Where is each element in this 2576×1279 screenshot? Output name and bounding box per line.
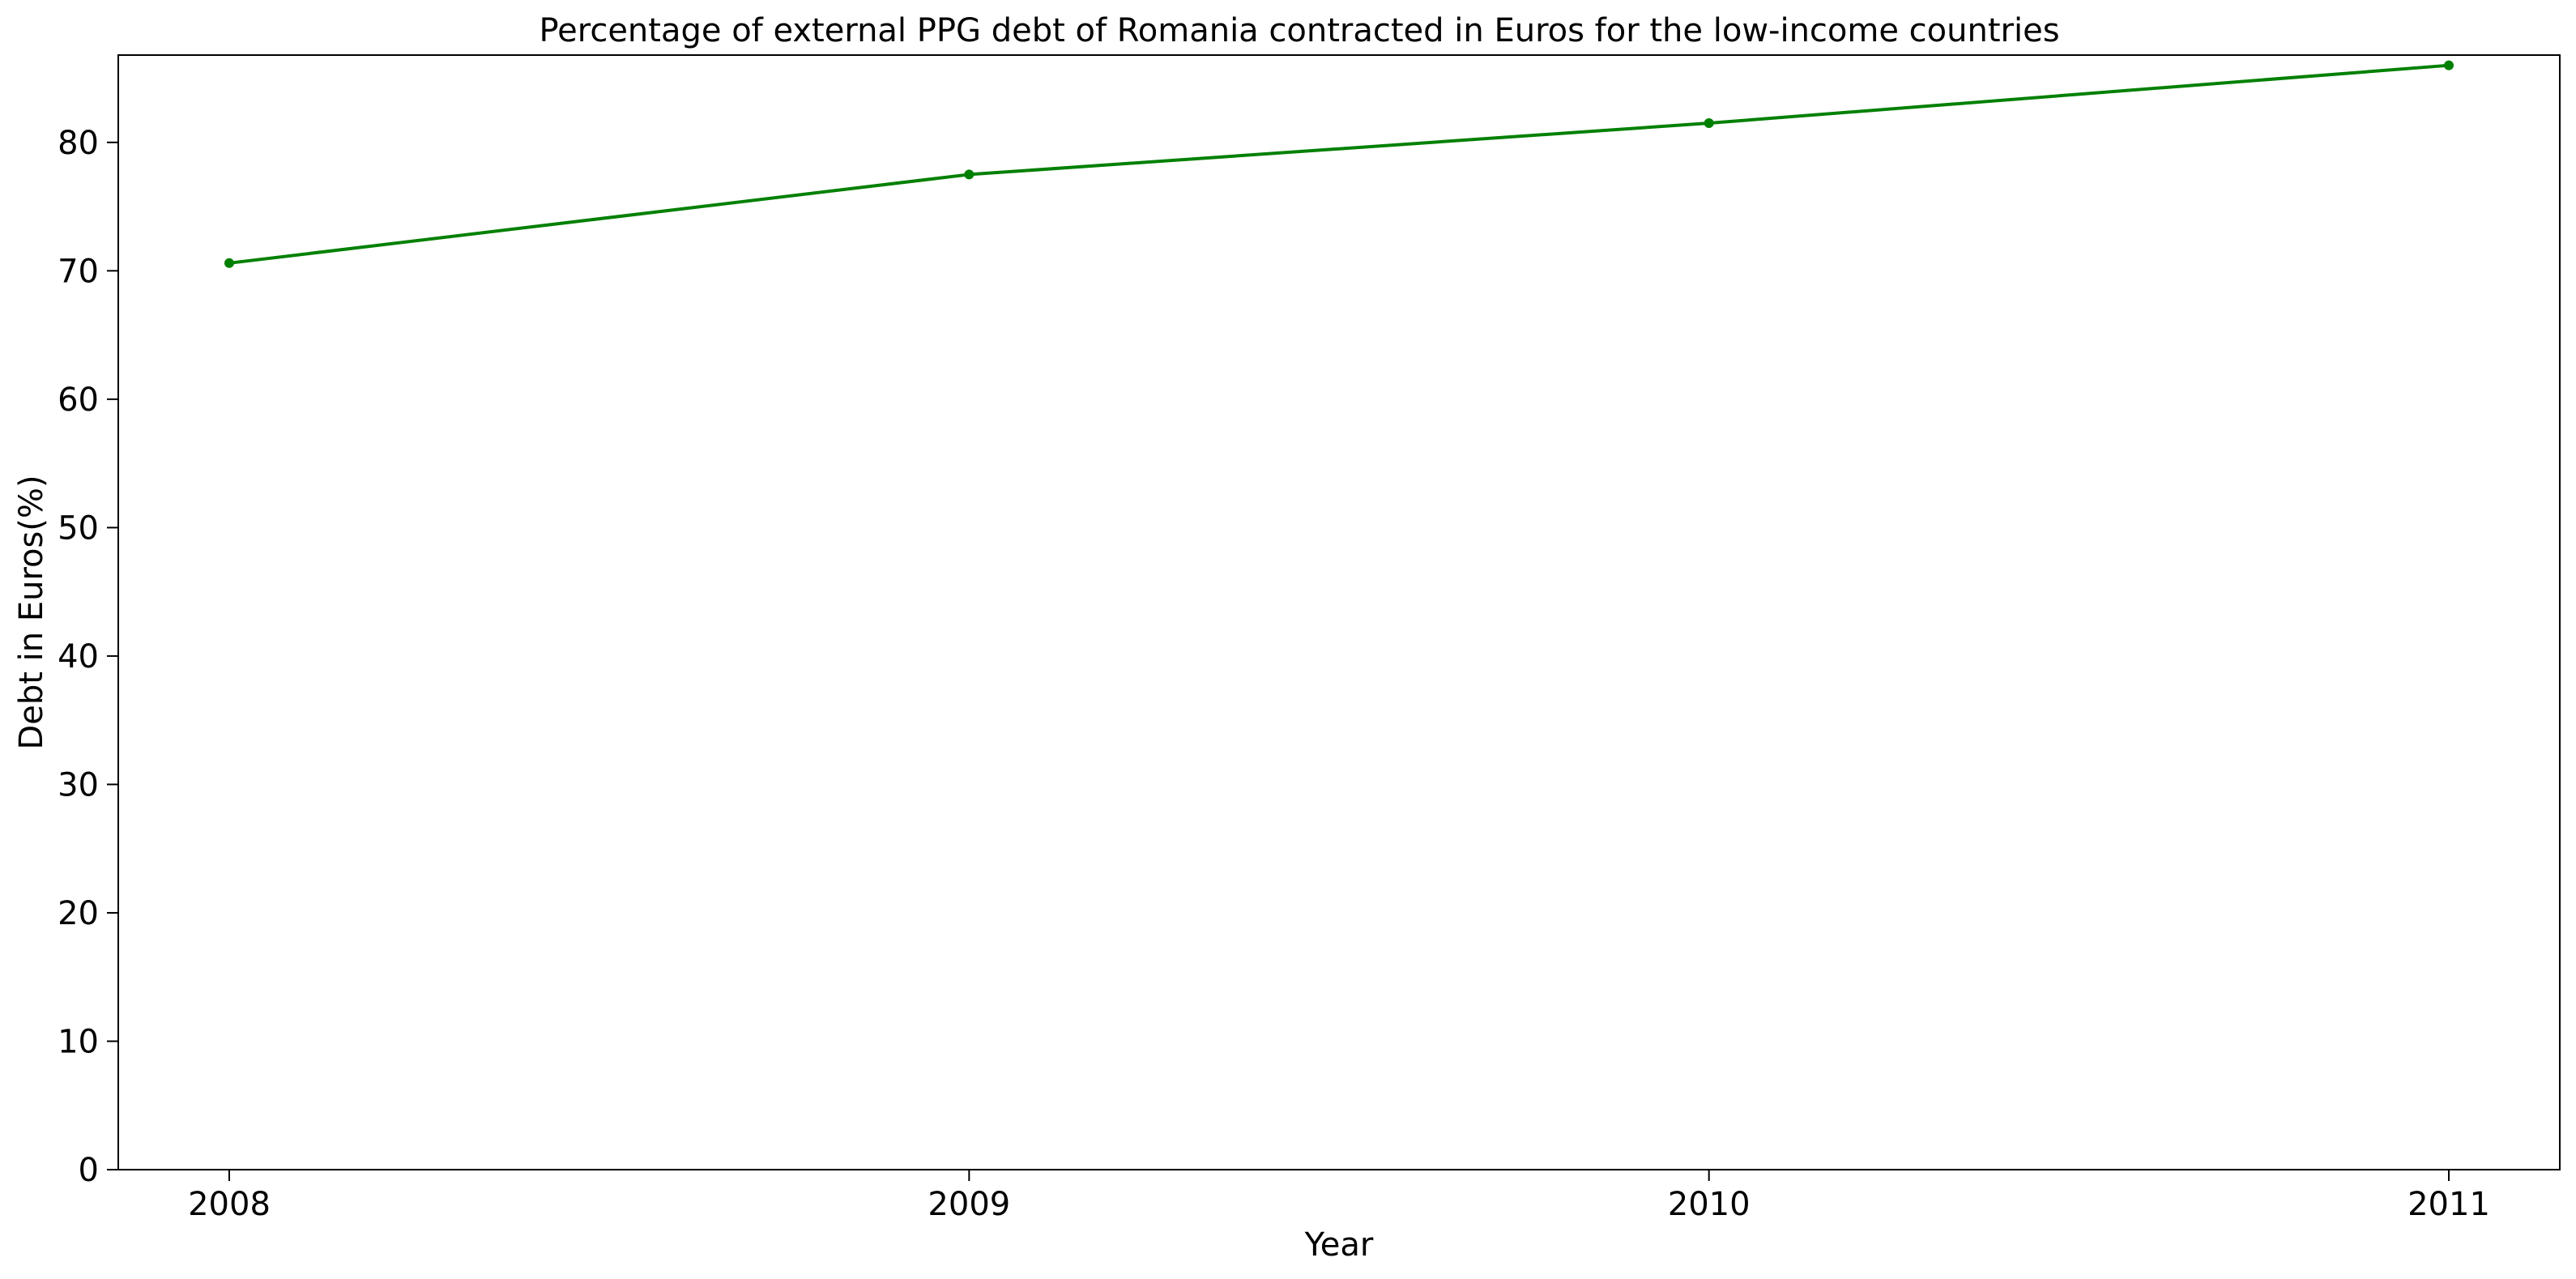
- y-tick-label: 20: [58, 895, 99, 932]
- chart-title: Percentage of external PPG debt of Roman…: [539, 12, 2059, 49]
- y-axis-label: Debt in Euros(%): [13, 475, 50, 749]
- data-point: [1704, 118, 1714, 129]
- y-tick-label: 70: [58, 253, 99, 290]
- y-tick-label: 60: [58, 382, 99, 419]
- x-axis-ticks: 2008 2009 2010 2011: [188, 1170, 2490, 1223]
- x-tick-label: 2010: [1668, 1186, 1751, 1223]
- y-tick-label: 40: [58, 638, 99, 676]
- x-axis-label: Year: [1304, 1226, 1374, 1264]
- x-tick-label: 2011: [2408, 1186, 2490, 1223]
- x-tick-label: 2009: [928, 1186, 1010, 1223]
- series-layer: [224, 60, 2454, 268]
- y-tick-label: 50: [58, 509, 99, 547]
- x-tick-label: 2008: [188, 1186, 271, 1223]
- y-axis-ticks: 0 10 20 30 40 50 60 70 80: [58, 125, 118, 1189]
- y-tick-label: 30: [58, 766, 99, 804]
- data-point: [2444, 60, 2454, 70]
- plot-area: [117, 54, 2561, 1170]
- series-line: [228, 63, 2450, 265]
- data-point: [964, 169, 975, 180]
- axes-frame: [117, 54, 2561, 1170]
- y-tick-label: 0: [79, 1152, 99, 1189]
- y-tick-label: 80: [58, 125, 99, 162]
- data-point: [224, 258, 234, 268]
- y-tick-label: 10: [58, 1023, 99, 1060]
